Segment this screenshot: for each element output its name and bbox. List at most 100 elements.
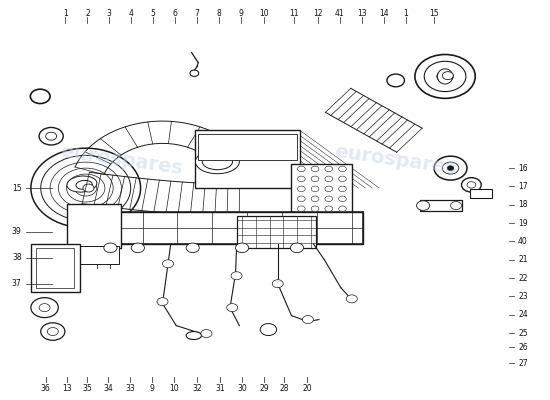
Circle shape: [163, 260, 173, 268]
Text: 31: 31: [216, 384, 225, 393]
Circle shape: [311, 176, 319, 182]
Circle shape: [424, 61, 466, 92]
Text: eurospares: eurospares: [59, 142, 184, 178]
Text: 36: 36: [41, 384, 51, 393]
Text: 8: 8: [217, 9, 222, 18]
Circle shape: [157, 298, 168, 306]
Circle shape: [346, 295, 358, 303]
Ellipse shape: [76, 180, 92, 189]
Text: 4: 4: [129, 9, 134, 18]
Circle shape: [302, 316, 313, 324]
Circle shape: [31, 298, 58, 318]
Circle shape: [67, 174, 105, 202]
Text: 6: 6: [173, 9, 178, 18]
Circle shape: [235, 243, 249, 253]
Text: 7: 7: [195, 9, 200, 18]
Text: 29: 29: [259, 384, 269, 393]
Circle shape: [415, 54, 475, 98]
Circle shape: [325, 186, 333, 192]
Circle shape: [298, 186, 305, 192]
Text: 30: 30: [237, 384, 247, 393]
Circle shape: [190, 70, 199, 76]
Text: 5: 5: [151, 9, 156, 18]
Circle shape: [434, 156, 467, 180]
Bar: [67, 204, 122, 248]
Text: 18: 18: [518, 200, 527, 209]
Circle shape: [416, 201, 430, 210]
Bar: [198, 134, 297, 160]
Circle shape: [311, 186, 319, 192]
Bar: [236, 216, 316, 248]
Circle shape: [75, 180, 97, 196]
Text: 24: 24: [518, 310, 527, 319]
Circle shape: [186, 243, 199, 253]
Text: 40: 40: [518, 237, 528, 246]
Polygon shape: [91, 212, 363, 244]
Text: 17: 17: [518, 182, 527, 190]
Text: 15: 15: [12, 184, 21, 192]
Circle shape: [339, 176, 346, 182]
Text: 11: 11: [289, 9, 299, 18]
Circle shape: [83, 184, 94, 192]
Bar: [36, 248, 74, 288]
Text: 32: 32: [192, 384, 202, 393]
Circle shape: [442, 162, 459, 174]
Text: 35: 35: [82, 384, 92, 393]
Circle shape: [325, 196, 333, 202]
Circle shape: [442, 72, 453, 80]
Text: 19: 19: [518, 219, 527, 228]
Circle shape: [339, 166, 346, 172]
Circle shape: [50, 162, 122, 214]
Circle shape: [298, 206, 305, 212]
Circle shape: [437, 70, 453, 82]
Text: 28: 28: [279, 384, 289, 393]
Text: 9: 9: [150, 384, 155, 393]
Text: 1: 1: [63, 9, 68, 18]
Circle shape: [272, 280, 283, 288]
Text: eurospares: eurospares: [333, 142, 458, 178]
Circle shape: [325, 176, 333, 182]
Circle shape: [201, 330, 212, 338]
Circle shape: [298, 166, 305, 172]
Text: 33: 33: [125, 384, 135, 393]
Circle shape: [387, 74, 404, 87]
Text: 1: 1: [403, 9, 408, 18]
Text: 16: 16: [518, 164, 527, 173]
Text: 14: 14: [379, 9, 388, 18]
Text: 2: 2: [85, 9, 90, 18]
Circle shape: [58, 168, 113, 208]
Bar: [195, 130, 300, 188]
Bar: [69, 246, 119, 264]
Circle shape: [447, 166, 454, 170]
Circle shape: [227, 304, 238, 312]
Text: 22: 22: [518, 274, 527, 283]
Text: 37: 37: [12, 279, 21, 288]
Ellipse shape: [202, 154, 233, 170]
Circle shape: [131, 243, 145, 253]
Text: 26: 26: [518, 343, 527, 352]
Bar: [470, 189, 492, 198]
Ellipse shape: [186, 332, 201, 340]
Text: 23: 23: [518, 292, 527, 301]
Text: 20: 20: [302, 384, 312, 393]
Circle shape: [231, 272, 242, 280]
Text: 13: 13: [62, 384, 72, 393]
Circle shape: [39, 304, 50, 312]
Bar: [292, 164, 352, 216]
Ellipse shape: [437, 69, 453, 84]
Circle shape: [311, 206, 319, 212]
Circle shape: [311, 196, 319, 202]
Circle shape: [41, 323, 65, 340]
Text: 13: 13: [357, 9, 366, 18]
Circle shape: [325, 166, 333, 172]
Circle shape: [46, 132, 57, 140]
Circle shape: [298, 196, 305, 202]
Circle shape: [260, 324, 277, 336]
Circle shape: [47, 328, 58, 336]
Text: 9: 9: [239, 9, 244, 18]
Circle shape: [290, 243, 304, 253]
Ellipse shape: [195, 150, 239, 174]
Circle shape: [311, 166, 319, 172]
Text: 10: 10: [259, 9, 269, 18]
Circle shape: [41, 155, 131, 221]
